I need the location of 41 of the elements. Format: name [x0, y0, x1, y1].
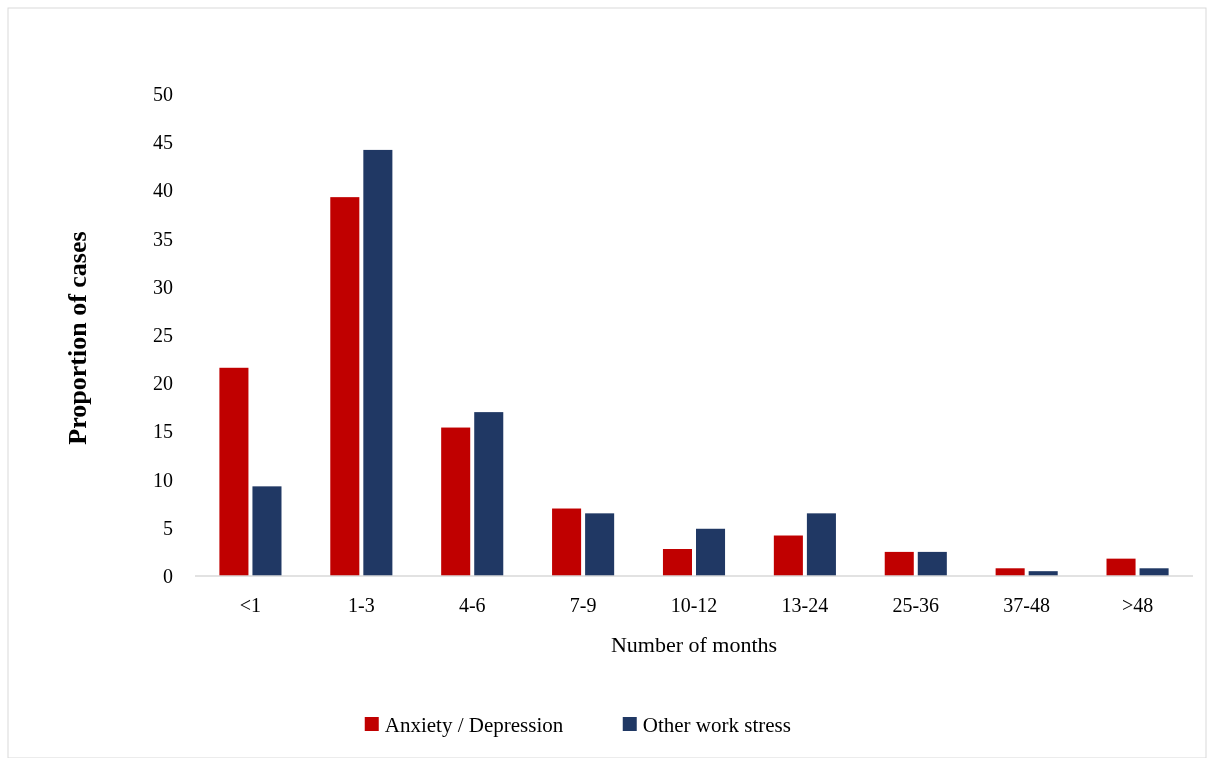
x-tick-label: 25-36	[892, 594, 940, 616]
x-tick-label: >48	[1121, 594, 1154, 616]
y-tick-label: 35	[153, 227, 173, 250]
bar	[1106, 558, 1136, 576]
bar	[806, 513, 836, 576]
bar	[917, 551, 947, 576]
x-tick-label: 10-12	[670, 594, 718, 616]
x-tick-label: 4-6	[458, 594, 486, 616]
bar	[363, 149, 393, 576]
x-tick-label: 13-24	[781, 594, 829, 616]
y-tick-label: 10	[153, 468, 173, 491]
x-tick-label: <1	[239, 594, 262, 616]
bar	[585, 513, 615, 576]
x-tick-label: 7-9	[569, 594, 597, 616]
x-axis-title: Number of months	[610, 632, 778, 657]
bar	[252, 486, 282, 576]
bar	[1139, 568, 1169, 576]
bar	[330, 197, 360, 576]
bar	[219, 367, 249, 576]
legend-label: Other work stress	[642, 713, 791, 738]
bar	[884, 551, 914, 576]
y-tick-label: 45	[153, 131, 173, 154]
bar	[474, 412, 504, 576]
y-tick-label: 30	[153, 275, 173, 298]
y-tick-label: 0	[163, 565, 173, 587]
x-tick-label: 1-3	[348, 594, 375, 616]
bar	[995, 568, 1025, 576]
bar	[552, 508, 582, 576]
bar	[441, 427, 471, 576]
x-tick-label: 37-48	[1003, 594, 1050, 616]
y-tick-label: 15	[153, 420, 173, 443]
bar	[662, 549, 692, 576]
y-tick-label: 5	[163, 516, 173, 539]
y-tick-label: 50	[153, 83, 173, 105]
legend-label: Anxiety / Depression	[384, 713, 564, 738]
y-tick-label: 40	[153, 179, 173, 202]
bar	[696, 528, 726, 576]
y-tick-label: 20	[153, 372, 173, 395]
y-tick-label: 25	[153, 324, 173, 346]
y-axis-title: Proportion of cases	[63, 231, 92, 445]
bar	[773, 535, 803, 576]
